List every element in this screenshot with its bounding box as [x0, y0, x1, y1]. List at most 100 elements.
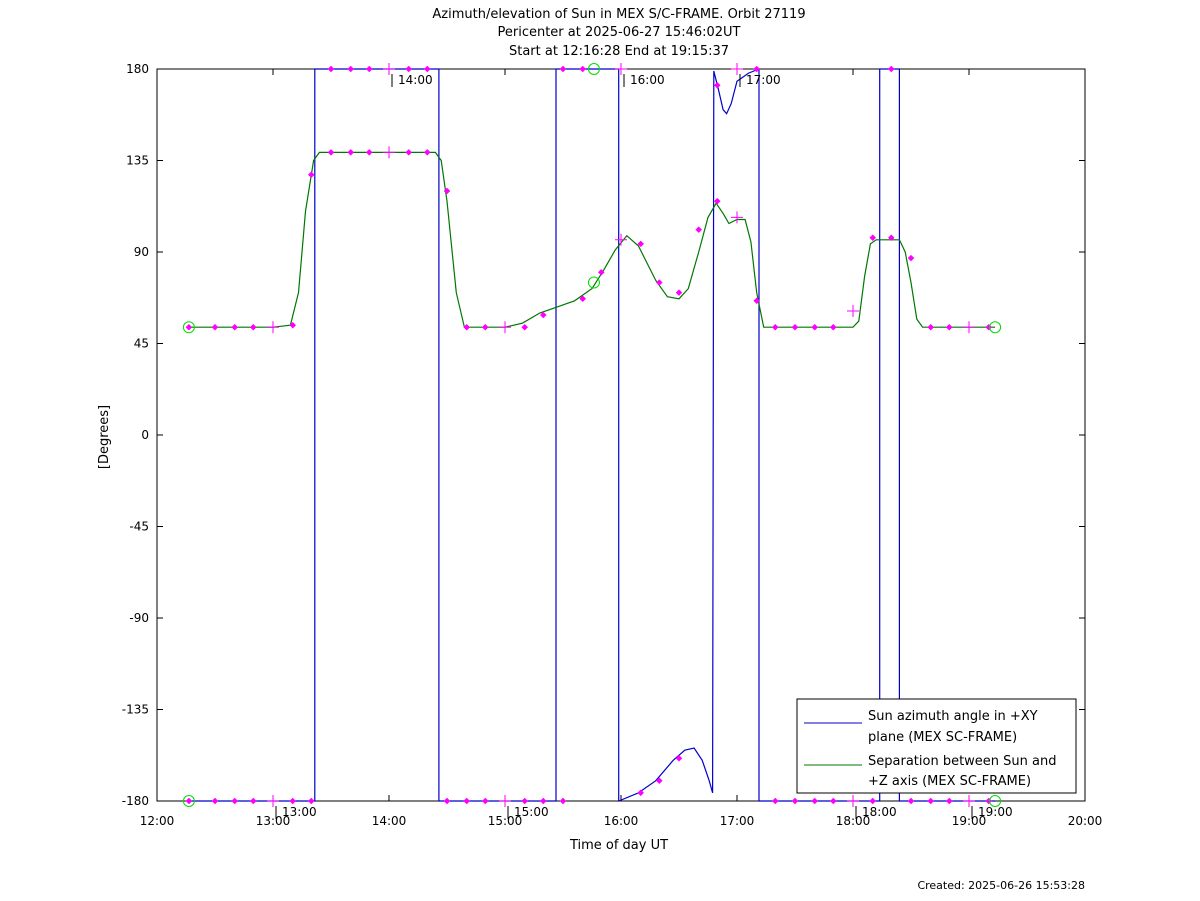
- title-line-2: Pericenter at 2025-06-27 15:46:02UT: [497, 25, 740, 40]
- legend-label-azimuth-2: plane (MEX SC-FRAME): [868, 730, 1017, 745]
- data-point-marker: [463, 797, 471, 805]
- legend-label-separation-2: +Z axis (MEX SC-FRAME): [868, 774, 1031, 789]
- data-point-marker: [347, 65, 355, 73]
- y-tick-label: 45: [134, 337, 149, 351]
- data-point-marker: [985, 323, 993, 331]
- data-point-marker: [365, 65, 373, 73]
- data-point-marker: [559, 65, 567, 73]
- data-point-marker: [307, 171, 315, 179]
- data-point-marker: [249, 797, 257, 805]
- y-tick-label: -45: [129, 520, 149, 534]
- data-point-marker: [249, 323, 257, 331]
- x-tick-label: 15:00: [488, 814, 523, 828]
- data-point-marker: [481, 323, 489, 331]
- data-point-marker: [481, 797, 489, 805]
- time-annotation-label: 18:00: [862, 805, 897, 819]
- time-annotation-label: 15:00: [514, 805, 549, 819]
- data-point-marker: [307, 797, 315, 805]
- data-point-marker: [637, 789, 645, 797]
- y-tick-label: 135: [126, 154, 149, 168]
- time-annotation-label: 16:00: [630, 73, 665, 87]
- data-point-marker: [829, 797, 837, 805]
- data-point-marker: [655, 777, 663, 785]
- data-point-marker: [289, 321, 297, 329]
- hour-cross-marker: [963, 321, 975, 334]
- hour-cross-marker: [847, 304, 859, 317]
- y-tick-label: -180: [122, 794, 149, 808]
- data-point-marker: [927, 797, 935, 805]
- series-lines: [188, 68, 996, 802]
- x-tick-label: 20:00: [1068, 814, 1103, 828]
- data-point-marker: [791, 323, 799, 331]
- hour-cross-marker: [267, 321, 279, 334]
- hour-cross-marker: [731, 63, 743, 75]
- time-annotation-label: 14:00: [398, 73, 433, 87]
- data-point-marker: [811, 323, 819, 331]
- y-axis-label: [Degrees]: [97, 405, 112, 469]
- time-annotations: 13:00 14:00 15:00 16:00 17:00 18:00 19:00: [275, 73, 1013, 819]
- data-point-marker: [637, 240, 645, 248]
- data-point-marker: [521, 797, 529, 805]
- data-point-marker: [713, 81, 721, 89]
- data-point-marker: [927, 323, 935, 331]
- hour-cross-marker: [499, 321, 511, 334]
- y-tick-label: -90: [129, 611, 149, 625]
- data-point-marker: [907, 797, 915, 805]
- title-line-3: Start at 12:16:28 End at 19:15:37: [509, 44, 729, 59]
- start-end-circle-marker: [989, 795, 1002, 807]
- data-point-marker: [211, 797, 219, 805]
- x-tick-label: 19:00: [952, 814, 987, 828]
- time-annotation-label: 19:00: [978, 805, 1013, 819]
- data-point-marker: [289, 797, 297, 805]
- data-point-marker: [231, 323, 239, 331]
- data-point-marker: [675, 754, 683, 762]
- data-point-marker: [597, 268, 605, 276]
- hour-cross-marker: [383, 146, 395, 159]
- title-line-1: Azimuth/elevation of Sun in MEX S/C-FRAM…: [432, 7, 805, 22]
- data-point-marker: [347, 149, 355, 156]
- hour-cross-marker: [267, 795, 279, 807]
- data-point-marker: [675, 289, 683, 297]
- x-tick-label: 14:00: [372, 814, 407, 828]
- data-point-marker: [829, 323, 837, 331]
- data-point-marker: [521, 323, 529, 331]
- hour-cross-marker: [731, 211, 743, 224]
- x-tick-label: 17:00: [720, 814, 755, 828]
- axis-ticks: 12:00 13:00 14:00 15:00 16:00 17:00 18:00 19:00…: [122, 62, 1103, 828]
- data-point-marker: [443, 187, 451, 195]
- series-line-separation: [188, 151, 996, 328]
- y-tick-label: 90: [134, 245, 149, 259]
- data-point-marker: [327, 149, 335, 156]
- time-annotation-label: 13:00: [282, 805, 317, 819]
- data-point-marker: [231, 797, 239, 805]
- hour-cross-marker: [615, 233, 627, 246]
- data-point-marker: [887, 234, 895, 242]
- created-timestamp: Created: 2025-06-26 15:53:28: [917, 879, 1085, 892]
- legend-box: [796, 698, 1077, 794]
- data-point-marker: [539, 797, 547, 805]
- data-point-marker: [463, 323, 471, 331]
- data-point-marker: [655, 279, 663, 286]
- data-point-marker: [327, 65, 335, 73]
- data-point-marker: [539, 311, 547, 319]
- hour-cross-marker: [615, 63, 627, 75]
- data-point-marker: [559, 797, 567, 805]
- data-point-marker: [713, 197, 721, 205]
- data-point-marker: [771, 797, 779, 805]
- hour-cross-marker: [963, 795, 975, 807]
- data-point-marker: [423, 65, 431, 73]
- data-point-marker: [753, 65, 761, 73]
- chart-title: Azimuth/elevation of Sun in MEX S/C-FRAM…: [432, 7, 805, 59]
- legend-label-azimuth-1: Sun azimuth angle in +XY: [868, 709, 1038, 724]
- start-end-circle-marker: [587, 63, 600, 75]
- data-point-marker: [211, 323, 219, 331]
- hour-cross-marker: [499, 795, 511, 807]
- data-point-marker: [695, 226, 703, 233]
- start-end-circle-marker: [587, 276, 600, 289]
- hour-cross-marker: [847, 795, 859, 807]
- x-tick-label: 16:00: [604, 814, 639, 828]
- data-point-marker: [945, 323, 953, 331]
- data-point-marker: [869, 234, 877, 242]
- data-point-marker: [887, 65, 895, 73]
